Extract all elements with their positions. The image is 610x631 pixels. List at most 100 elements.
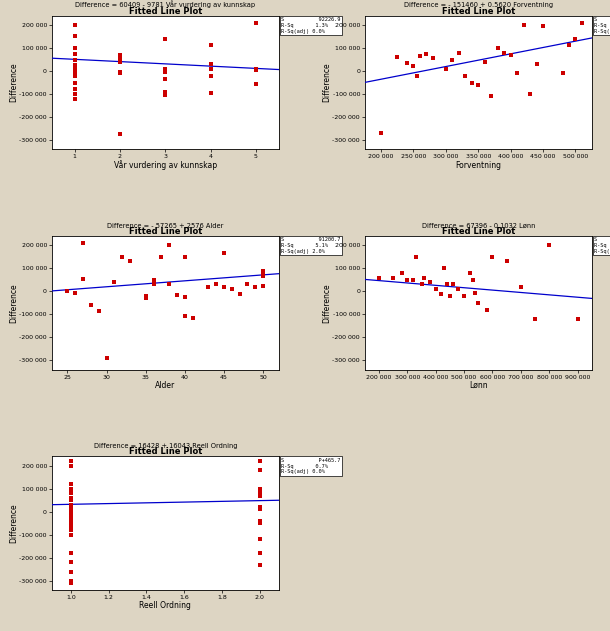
Point <box>255 488 265 498</box>
Point <box>66 567 76 577</box>
Point <box>251 65 261 75</box>
Point <box>459 291 469 301</box>
Point <box>70 78 79 88</box>
Point <box>255 490 265 500</box>
Point <box>66 521 76 531</box>
Point <box>66 578 76 588</box>
Point <box>70 85 79 95</box>
Point <box>461 71 470 81</box>
Point <box>255 456 265 466</box>
Point <box>439 263 449 273</box>
Y-axis label: Difference: Difference <box>322 62 331 102</box>
Point <box>78 274 88 284</box>
Point <box>160 90 170 100</box>
Point <box>66 511 76 521</box>
Point <box>467 78 476 88</box>
Point <box>258 266 268 276</box>
X-axis label: Forventning: Forventning <box>455 160 501 170</box>
Point <box>219 281 229 292</box>
X-axis label: Reell Ordning: Reell Ordning <box>139 601 191 610</box>
Point <box>422 49 431 59</box>
Point <box>486 91 496 102</box>
Point <box>258 271 268 281</box>
Point <box>94 306 104 316</box>
Point <box>66 500 76 510</box>
Point <box>70 89 79 99</box>
Title: Fitted Line Plot: Fitted Line Plot <box>129 7 202 16</box>
Point <box>115 50 125 60</box>
Text: Difference = 67396 - 0.1032 Lønn: Difference = 67396 - 0.1032 Lønn <box>422 223 535 229</box>
Point <box>70 20 79 30</box>
Point <box>86 300 96 310</box>
Point <box>141 293 151 304</box>
Point <box>149 280 159 290</box>
Point <box>70 67 79 77</box>
Point <box>374 273 384 283</box>
Point <box>66 461 76 471</box>
Point <box>255 516 265 526</box>
Text: Difference = - 151460 + 0.5620 Forventning: Difference = - 151460 + 0.5620 Forventni… <box>404 3 553 8</box>
Point <box>577 18 587 28</box>
Point <box>66 505 76 516</box>
Point <box>160 74 170 84</box>
Point <box>243 280 253 290</box>
Point <box>516 281 526 292</box>
Point <box>160 67 170 77</box>
Point <box>437 288 447 298</box>
Point <box>180 310 190 321</box>
Point <box>180 252 190 262</box>
Title: Fitted Line Plot: Fitted Line Plot <box>129 227 202 236</box>
Point <box>70 64 79 74</box>
Point <box>255 548 265 558</box>
Point <box>448 54 458 64</box>
Point <box>115 54 125 64</box>
Point <box>206 64 215 74</box>
Point <box>420 273 429 283</box>
Point <box>415 51 425 61</box>
Point <box>412 71 422 81</box>
Point <box>470 288 480 298</box>
Title: Fitted Line Plot: Fitted Line Plot <box>442 227 515 236</box>
Point <box>564 40 574 50</box>
Point <box>487 252 497 262</box>
Point <box>70 60 79 70</box>
Point <box>250 281 260 292</box>
Point <box>141 291 151 301</box>
Point <box>66 488 76 498</box>
Point <box>411 252 421 262</box>
Point <box>251 18 261 28</box>
Point <box>570 33 580 44</box>
Point <box>149 275 159 285</box>
Point <box>70 43 79 53</box>
Point <box>180 292 190 302</box>
Point <box>251 64 261 74</box>
Point <box>251 79 261 89</box>
Point <box>125 256 135 266</box>
Point <box>66 557 76 567</box>
Point <box>66 493 76 503</box>
Point <box>417 280 426 290</box>
Point <box>465 268 475 278</box>
Text: S           92226.9
R-Sq       1.3%
R-Sq(adj) 0.0%: S 92226.9 R-Sq 1.3% R-Sq(adj) 0.0% <box>281 17 340 33</box>
Point <box>258 268 268 278</box>
Point <box>445 291 455 301</box>
Point <box>206 40 215 50</box>
Text: Difference = 16428 + 16043 Reell Ordning: Difference = 16428 + 16043 Reell Ordning <box>93 443 237 449</box>
Point <box>70 49 79 59</box>
Point <box>66 548 76 558</box>
Point <box>160 33 170 44</box>
Point <box>402 58 412 68</box>
Y-axis label: Difference: Difference <box>9 283 18 322</box>
Point <box>558 68 567 78</box>
Point <box>425 277 435 287</box>
Point <box>66 529 76 540</box>
Point <box>480 57 490 67</box>
Point <box>115 129 125 139</box>
Point <box>66 495 76 505</box>
Point <box>66 456 76 466</box>
Point <box>530 314 540 324</box>
Point <box>66 479 76 489</box>
Point <box>482 305 492 315</box>
Text: S           76298.6
R-Sq       30.0%
R-Sq(adj) 27.4%: S 76298.6 R-Sq 30.0% R-Sq(adj) 27.4% <box>594 17 610 33</box>
Point <box>255 518 265 528</box>
